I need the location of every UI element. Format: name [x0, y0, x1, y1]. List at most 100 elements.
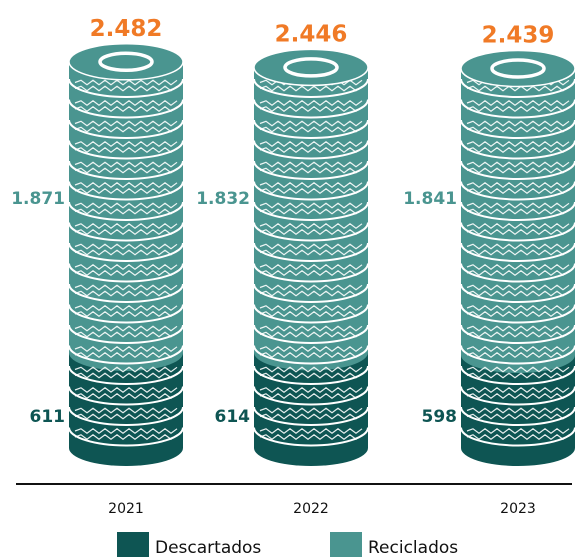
- tire-tread: [259, 346, 363, 352]
- tire-tread: [259, 243, 363, 250]
- tire-tread: [259, 352, 363, 358]
- chart-columns: 2.482 1.871 611 2.446 1.832 614 2.439 1.841 598: [11, 16, 576, 466]
- tire-top-cap-2022: [253, 48, 369, 87]
- tire-tread: [259, 85, 363, 92]
- tire-tread: [259, 284, 363, 291]
- tire-tread: [74, 79, 178, 86]
- tire-tread: [259, 434, 363, 440]
- tire-tread: [74, 243, 178, 250]
- tire-top-hole-2023: [490, 58, 546, 79]
- tire-top-hole-2021: [98, 51, 154, 73]
- tire-tread: [74, 202, 178, 209]
- tire-tread: [74, 208, 178, 215]
- tire-tread: [74, 346, 178, 352]
- tire-tread: [74, 229, 178, 235]
- legend-label-reciclados: Reciclados: [368, 538, 458, 558]
- x-tick-label-2022: 2022: [293, 501, 329, 517]
- tire-top-cap-2021: [68, 43, 184, 81]
- tire-tread: [74, 147, 178, 153]
- total-label-2022: 2.446: [275, 21, 348, 47]
- tire-tread: [466, 188, 570, 194]
- tire-tread: [74, 407, 178, 414]
- tire-tread: [466, 428, 570, 434]
- tire-tread: [466, 387, 570, 393]
- tire-tread: [74, 270, 178, 276]
- tire-tread: [74, 393, 178, 399]
- tire-tread: [466, 346, 570, 352]
- tire-tread: [74, 141, 178, 147]
- tire-tread: [259, 202, 363, 209]
- tire-tread: [259, 229, 363, 235]
- tire-tread: [259, 407, 363, 414]
- tire-stack-2022: [253, 48, 369, 466]
- tire-tread: [259, 223, 363, 229]
- tire-top-hole-2022: [283, 57, 339, 78]
- tire-tread: [74, 188, 178, 194]
- tire-tread: [259, 413, 363, 420]
- tire-tread: [74, 182, 178, 188]
- reciclados-label-2023: 1.841: [403, 189, 457, 209]
- tire-tread: [466, 223, 570, 229]
- descartados-label-2021: 611: [30, 407, 66, 427]
- tire-tread: [74, 85, 178, 92]
- tire-tread: [74, 311, 178, 317]
- tire-tread: [466, 126, 570, 133]
- tire-tread: [466, 331, 570, 338]
- tire-tread: [74, 106, 178, 112]
- tire-tread: [466, 229, 570, 235]
- tire-tread: [466, 167, 570, 174]
- reciclados-label-2021: 1.871: [11, 189, 65, 209]
- tire-tread: [259, 366, 363, 373]
- tire-tread: [466, 393, 570, 399]
- bar-reciclados-2021: [69, 61, 183, 371]
- tire-tread: [74, 372, 178, 379]
- tire-tread: [466, 202, 570, 209]
- tire-tread: [466, 352, 570, 358]
- tire-tread: [259, 387, 363, 393]
- tire-tread: [259, 182, 363, 188]
- tire-top-cap-2023: [460, 49, 576, 88]
- tire-tread: [259, 147, 363, 153]
- legend: Descartados Reciclados: [117, 532, 458, 558]
- tire-tread: [259, 120, 363, 127]
- tire-tread: [74, 100, 178, 106]
- total-label-2023: 2.439: [482, 22, 555, 48]
- tire-tread: [466, 249, 570, 256]
- tire-tread: [466, 120, 570, 127]
- tire-tread: [74, 161, 178, 168]
- reciclados-label-2022: 1.832: [196, 189, 250, 209]
- tire-tread: [74, 434, 178, 440]
- tire-tread: [259, 311, 363, 317]
- tire-tread: [466, 407, 570, 414]
- tire-tread: [74, 290, 178, 297]
- tire-tread: [259, 161, 363, 168]
- tire-tread: [74, 366, 178, 373]
- tire-tread: [259, 188, 363, 194]
- tire-tread: [74, 387, 178, 393]
- tire-tread: [74, 331, 178, 338]
- tire-tread: [466, 141, 570, 147]
- tire-tread: [466, 243, 570, 250]
- x-tick-label-2021: 2021: [108, 501, 144, 517]
- x-tick-label-2023: 2023: [500, 501, 536, 517]
- tire-tread: [259, 393, 363, 399]
- tire-tread: [259, 100, 363, 106]
- tire-tread: [259, 372, 363, 379]
- tire-tread: [259, 126, 363, 133]
- tire-stack-2021: [68, 43, 184, 466]
- tire-tread: [466, 100, 570, 106]
- tire-tread: [259, 290, 363, 297]
- tire-tread: [466, 366, 570, 373]
- tire-tread: [466, 290, 570, 297]
- tire-tread: [259, 325, 363, 332]
- tire-tread: [466, 434, 570, 440]
- legend-swatch-descartados: [117, 532, 149, 557]
- tire-tread: [74, 284, 178, 291]
- tire-tread: [259, 141, 363, 147]
- tire-tread: [74, 167, 178, 174]
- tire-tread: [466, 264, 570, 270]
- tire-tread: [466, 325, 570, 332]
- descartados-label-2022: 614: [215, 407, 251, 427]
- tire-tread: [259, 167, 363, 174]
